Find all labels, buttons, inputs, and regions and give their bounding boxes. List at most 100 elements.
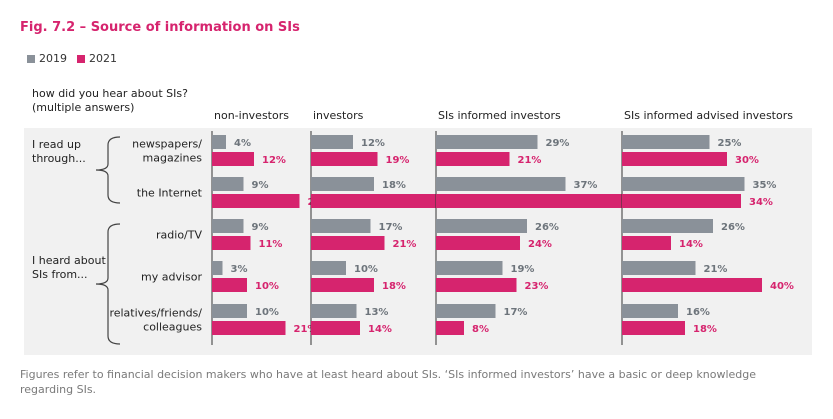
value-label-2021: 18% [693, 324, 717, 335]
bar-2021 [436, 278, 517, 292]
chart-title: Fig. 7.2 – Source of information on SIs [20, 20, 300, 35]
bar-2021 [436, 236, 520, 250]
bar-2019 [436, 261, 503, 275]
value-label-2021: 18% [382, 281, 406, 292]
value-label-2021: 10% [255, 281, 279, 292]
value-label-2021: 21% [393, 239, 417, 250]
value-label-2021: 24% [528, 239, 552, 250]
category-label: magazines [143, 152, 203, 165]
group-brace [95, 136, 121, 204]
value-label-2021: 30% [735, 155, 759, 166]
value-label-2019: 29% [546, 138, 570, 149]
group-label: SIs from... [32, 268, 88, 281]
bar-2021 [622, 321, 685, 335]
value-label-2019: 3% [231, 264, 248, 275]
bar-2019 [311, 135, 353, 149]
category-label: the Internet [137, 187, 203, 200]
bar-2021 [436, 194, 622, 208]
bar-2019 [212, 261, 223, 275]
legend-swatch-2019 [27, 54, 35, 63]
value-label-2021: 11% [259, 239, 283, 250]
group-label: I heard about [32, 254, 106, 267]
value-label-2021: 14% [368, 324, 392, 335]
value-label-2021: 14% [679, 239, 703, 250]
bar-2019 [622, 135, 710, 149]
category-label: relatives/friends/ [109, 307, 202, 320]
group-label: through... [32, 152, 86, 165]
bar-2021 [212, 152, 254, 166]
value-label-2019: 12% [361, 138, 385, 149]
bar-2021 [311, 152, 378, 166]
value-label-2021: 40% [770, 281, 794, 292]
bar-2021 [622, 152, 727, 166]
bar-2021 [622, 278, 762, 292]
value-label-2019: 18% [382, 180, 406, 191]
bar-2021 [622, 236, 671, 250]
value-label-2019: 25% [718, 138, 742, 149]
legend: 2019 2021 [27, 52, 127, 65]
value-label-2021: 19% [386, 155, 410, 166]
bar-2019 [311, 304, 357, 318]
value-label-2021: 21% [518, 155, 542, 166]
bar-2021 [311, 236, 385, 250]
bar-2019 [212, 304, 247, 318]
question-line-2: (multiple answers) [32, 101, 135, 114]
value-label-2019: 26% [721, 222, 745, 233]
bar-2019 [311, 219, 371, 233]
category-label: radio/TV [156, 229, 202, 242]
legend-label-2019: 2019 [39, 52, 67, 65]
panel-title: SIs informed advised investors [624, 109, 793, 122]
category-label: my advisor [141, 271, 202, 284]
value-label-2019: 19% [511, 264, 535, 275]
legend-item-2019: 2019 [27, 52, 67, 65]
value-label-2019: 13% [365, 307, 389, 318]
panel-title: SIs informed investors [438, 109, 561, 122]
value-label-2019: 16% [686, 307, 710, 318]
value-label-2019: 37% [574, 180, 598, 191]
bar-2021 [212, 321, 286, 335]
value-label-2019: 17% [504, 307, 528, 318]
bar-2019 [212, 135, 226, 149]
category-label: colleagues [143, 321, 202, 334]
value-label-2019: 26% [535, 222, 559, 233]
group-brace [95, 223, 121, 345]
bar-2019 [436, 219, 527, 233]
value-label-2021: 8% [472, 324, 489, 335]
panel-title: non-investors [214, 109, 289, 122]
value-label-2021: 21% [294, 324, 318, 335]
legend-label-2021: 2021 [89, 52, 117, 65]
legend-item-2021: 2021 [77, 52, 117, 65]
value-label-2019: 10% [354, 264, 378, 275]
legend-swatch-2021 [77, 54, 85, 63]
bar-2019 [622, 304, 678, 318]
bar-2021 [622, 194, 741, 208]
bar-2021 [436, 152, 510, 166]
value-label-2019: 9% [252, 222, 269, 233]
bar-2019 [622, 261, 696, 275]
bar-2021 [212, 194, 300, 208]
panel-title: investors [313, 109, 364, 122]
category-label: newspapers/ [132, 138, 202, 151]
bar-2021 [212, 278, 247, 292]
value-label-2019: 4% [234, 138, 251, 149]
bar-2021 [311, 321, 360, 335]
value-label-2019: 35% [753, 180, 777, 191]
value-label-2021: 23% [525, 281, 549, 292]
value-label-2019: 17% [379, 222, 403, 233]
value-label-2019: 9% [252, 180, 269, 191]
bar-2019 [212, 219, 244, 233]
bar-2019 [622, 219, 713, 233]
bar-2019 [622, 177, 745, 191]
bar-2019 [436, 135, 538, 149]
bar-2021 [311, 194, 462, 208]
value-label-2021: 12% [262, 155, 286, 166]
bar-2019 [311, 177, 374, 191]
bar-2021 [436, 321, 464, 335]
value-label-2019: 21% [704, 264, 728, 275]
group-label: I read up [32, 138, 81, 151]
bar-2019 [436, 304, 496, 318]
bar-2019 [212, 177, 244, 191]
bar-2021 [212, 236, 251, 250]
bar-2019 [311, 261, 346, 275]
